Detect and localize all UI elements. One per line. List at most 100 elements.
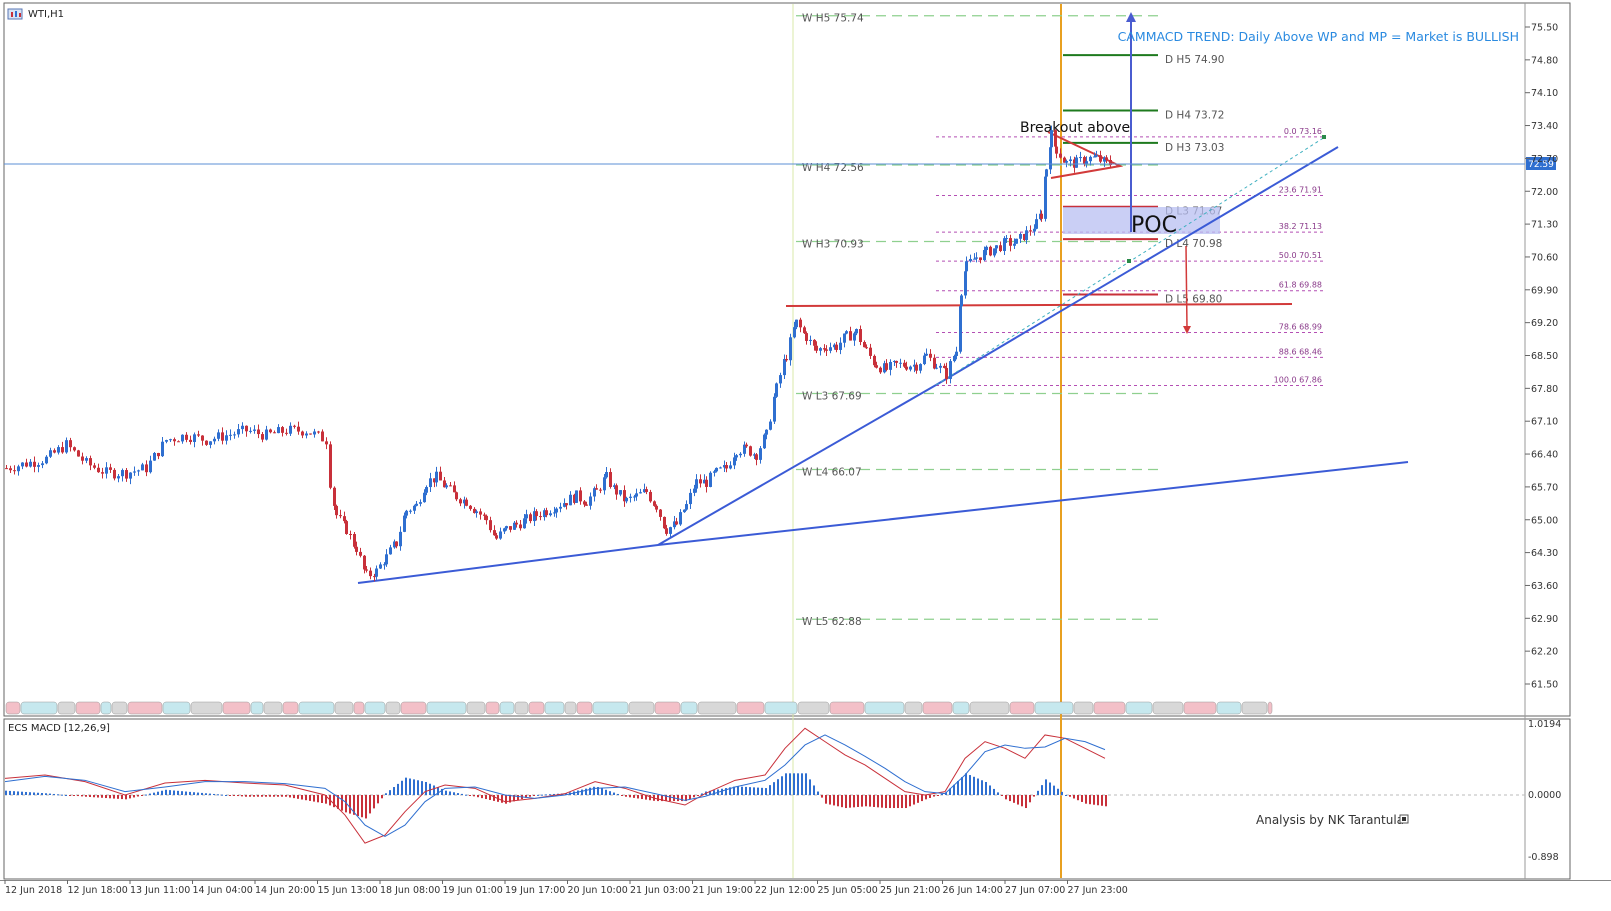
macd-hist-bar [1037,790,1039,795]
macd-hist-bar [425,781,427,795]
macd-hist-bar [953,784,955,795]
macd-hist-bar [961,777,963,795]
candle-body [953,355,956,362]
time-tick-label: 26 Jun 14:00 [943,885,1003,896]
candle-body [985,246,988,251]
resistance-line [785,303,1293,307]
time-tick-label: 25 Jun 21:00 [880,885,940,896]
candle-body [325,441,328,445]
candle-body [839,342,842,350]
session-chip [952,701,970,715]
candle-body [999,245,1002,252]
session-chip [499,701,515,715]
macd-hist-bar [877,795,879,808]
macd-hist-bar [421,781,423,795]
candle-body [785,358,788,361]
price-tick-label: 67.80 [1531,384,1558,395]
candle-body [925,353,928,356]
macd-hist-bar [157,791,159,795]
candle-body [669,527,672,534]
macd-hist-bar [745,786,747,795]
macd-hist-bar [849,795,851,808]
macd-hist-bar [173,790,175,795]
macd-hist-bar [505,795,507,804]
candle-body [261,434,264,440]
macd-hist-bar [733,786,735,795]
macd-hist-bar [1093,795,1095,805]
time-tick-label: 21 Jun 03:00 [630,885,690,896]
macd-hist-bar [957,780,959,795]
macd-hist-bar [41,793,43,795]
time-tick-label: 15 Jun 13:00 [318,885,378,896]
macd-hist-bar [69,795,71,796]
candle-body [825,349,828,351]
macd-hist-bar [773,782,775,795]
candle-body [735,455,738,458]
session-chip [829,701,865,715]
macd-hist-bar [501,795,503,803]
candle-body [1009,238,1012,246]
candle-body [73,447,76,451]
macd-hist-bar [625,795,627,797]
candle-body [955,351,958,356]
macd-hist-bar [893,795,895,809]
time-tick-label: 13 Jun 11:00 [130,885,190,896]
macd-hist-bar [37,792,39,795]
candle-body [161,441,164,457]
candle-body [639,492,642,494]
macd-hist-bar [17,791,19,795]
credit-checkbox[interactable] [1399,814,1409,824]
macd-hist-bar [541,794,543,796]
candle-body [964,271,967,296]
time-tick-label: 27 Jun 07:00 [1005,885,1065,896]
session-chip [736,701,765,715]
candle-body [879,367,882,373]
macd-hist-bar [253,795,255,797]
candle-body [1069,159,1072,161]
macd-hist-bar [281,795,283,797]
macd-hist-bar [413,779,415,795]
macd-hist-bar [813,785,815,795]
macd-hist-bar [489,795,491,800]
candle-body [745,444,748,447]
macd-hist-bar [725,788,727,795]
macd-hist-bar [417,780,419,795]
candle-body [529,514,532,522]
candle-body [25,462,28,467]
target-arrow-down [1185,245,1188,329]
candle-body [949,361,952,379]
macd-hist-bar [665,795,667,802]
session-chip [1183,701,1217,715]
candle-body [77,450,80,457]
macd-hist-bar [1097,795,1099,806]
candle-body [37,465,40,467]
candle-body [989,246,992,256]
candle-body [889,361,892,370]
macd-hist-bar [565,793,567,795]
session-chip [564,701,577,715]
macd-hist-bar [113,795,115,799]
candle-body [245,425,248,432]
candle-body [193,434,196,442]
candle-body [253,429,256,431]
macd-pane-frame [3,718,1571,880]
trendline-mid [657,384,937,546]
candle-body [57,447,60,453]
candlestick-series [5,125,1112,582]
macd-hist-bar [593,786,595,795]
macd-hist-bar [321,795,323,803]
session-chip [1152,701,1184,715]
candle-body [993,248,996,256]
macd-hist-bar [897,795,899,809]
macd-hist-bar [553,793,555,795]
candle-body [117,476,120,479]
macd-hist-bar [921,795,923,802]
candle-body [655,505,658,510]
macd-hist-bar [709,790,711,795]
macd-hist-bar [325,795,327,804]
candle-body [855,329,858,334]
credit-label: Analysis by NK Tarantula [1256,813,1404,827]
candle-body [495,535,498,539]
